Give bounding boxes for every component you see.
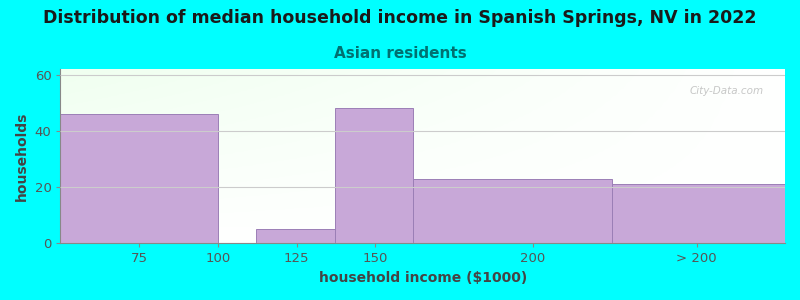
Text: Asian residents: Asian residents <box>334 46 466 62</box>
Bar <box>612 184 785 243</box>
Bar <box>334 108 414 243</box>
Bar <box>414 179 612 243</box>
Bar <box>61 114 218 243</box>
X-axis label: household income ($1000): household income ($1000) <box>318 271 527 285</box>
Y-axis label: households: households <box>15 112 29 201</box>
Text: City-Data.com: City-Data.com <box>689 86 763 96</box>
Text: Distribution of median household income in Spanish Springs, NV in 2022: Distribution of median household income … <box>43 9 757 27</box>
Bar <box>256 230 334 243</box>
